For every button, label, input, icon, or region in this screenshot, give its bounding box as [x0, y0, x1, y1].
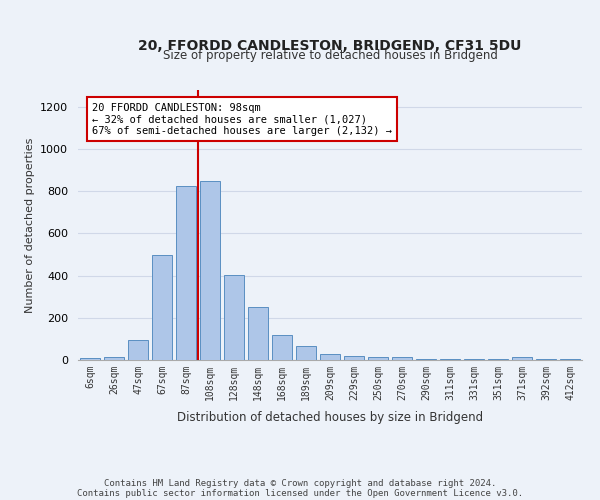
Y-axis label: Number of detached properties: Number of detached properties: [25, 138, 35, 312]
Bar: [536, 359, 556, 360]
Text: Contains public sector information licensed under the Open Government Licence v3: Contains public sector information licen…: [77, 488, 523, 498]
Bar: [392, 358, 412, 360]
Bar: [416, 359, 436, 360]
Text: 20, FFORDD CANDLESTON, BRIDGEND, CF31 5DU: 20, FFORDD CANDLESTON, BRIDGEND, CF31 5D…: [139, 38, 521, 52]
Bar: [152, 254, 172, 360]
Text: 20 FFORDD CANDLESTON: 98sqm
← 32% of detached houses are smaller (1,027)
67% of : 20 FFORDD CANDLESTON: 98sqm ← 32% of det…: [92, 102, 392, 136]
Bar: [248, 306, 268, 360]
Bar: [512, 358, 532, 360]
Bar: [128, 340, 148, 360]
Bar: [296, 346, 316, 360]
Bar: [464, 359, 484, 360]
Bar: [272, 334, 292, 360]
Bar: [320, 354, 340, 360]
Bar: [200, 181, 220, 360]
Bar: [488, 359, 508, 360]
Bar: [80, 358, 100, 360]
Title: Size of property relative to detached houses in Bridgend: Size of property relative to detached ho…: [163, 50, 497, 62]
Bar: [224, 274, 244, 360]
Bar: [176, 186, 196, 360]
Bar: [440, 359, 460, 360]
Text: Contains HM Land Registry data © Crown copyright and database right 2024.: Contains HM Land Registry data © Crown c…: [104, 478, 496, 488]
Bar: [104, 358, 124, 360]
Bar: [368, 358, 388, 360]
X-axis label: Distribution of detached houses by size in Bridgend: Distribution of detached houses by size …: [177, 411, 483, 424]
Bar: [344, 356, 364, 360]
